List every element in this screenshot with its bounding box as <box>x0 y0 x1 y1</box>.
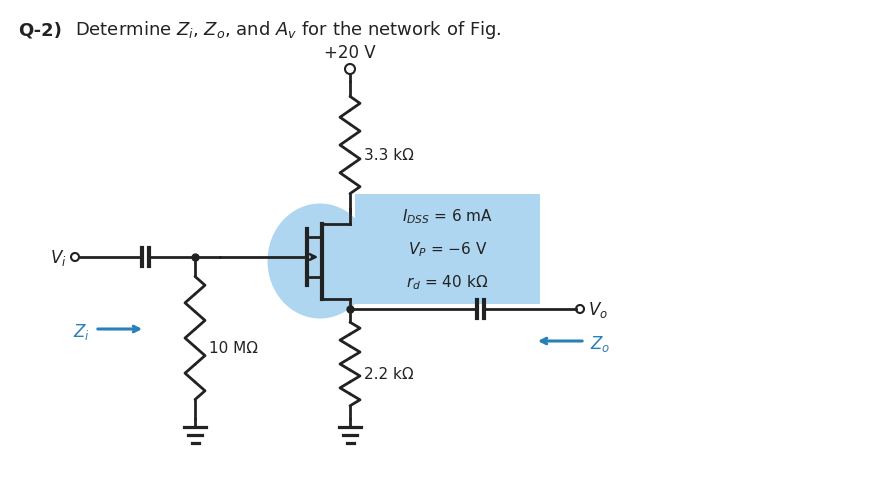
Text: $V_i$: $V_i$ <box>51 247 67 268</box>
Text: $r_d$ = 40 kΩ: $r_d$ = 40 kΩ <box>406 273 489 292</box>
Text: $I_{DSS}$ = 6 mA: $I_{DSS}$ = 6 mA <box>402 207 493 226</box>
FancyBboxPatch shape <box>355 194 540 305</box>
Text: Q-2): Q-2) <box>18 21 62 39</box>
Text: 10 MΩ: 10 MΩ <box>209 341 258 356</box>
Text: $V_P$ = −6 V: $V_P$ = −6 V <box>408 240 487 259</box>
Text: $V_o$: $V_o$ <box>588 300 608 319</box>
Text: $Z_o$: $Z_o$ <box>590 333 610 353</box>
Text: Determine $Z_i$, $Z_o$, and $A_v$ for the network of Fig.: Determine $Z_i$, $Z_o$, and $A_v$ for th… <box>75 19 502 41</box>
Text: +20 V: +20 V <box>324 44 376 62</box>
Text: $Z_i$: $Z_i$ <box>73 321 90 341</box>
Text: 3.3 kΩ: 3.3 kΩ <box>364 148 414 163</box>
Ellipse shape <box>267 204 372 319</box>
Text: 2.2 kΩ: 2.2 kΩ <box>364 367 413 382</box>
